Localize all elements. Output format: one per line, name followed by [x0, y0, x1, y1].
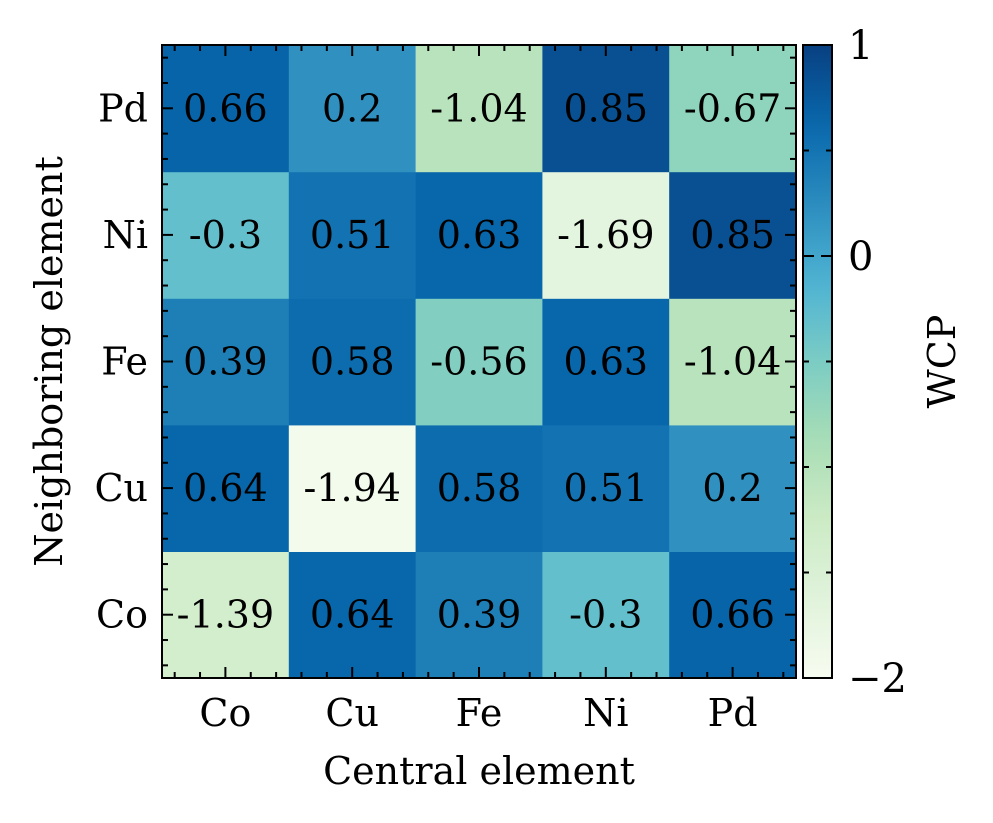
heatmap-cell	[669, 171, 797, 299]
x-axis-title: Central element	[323, 749, 635, 793]
cell-value-label: -1.04	[684, 340, 781, 384]
y-tick-label: Cu	[94, 466, 148, 510]
y-tick-label: Ni	[103, 213, 148, 257]
heatmap-cell	[542, 298, 670, 426]
x-tick-label: Ni	[583, 691, 628, 735]
cell-value-label: -0.56	[430, 340, 527, 384]
heatmap-cell	[288, 171, 417, 299]
y-axis-title: Neighboring element	[27, 156, 71, 567]
colorbar-tick-label: 1	[848, 23, 873, 69]
cell-value-label: 0.63	[437, 213, 522, 257]
cell-value-label: 0.51	[563, 466, 648, 510]
colorbar-ticks	[803, 44, 832, 679]
heatmap-cell	[415, 424, 543, 552]
colorbar-tick-labels: 1 0 −2	[848, 23, 907, 702]
heatmap-cell	[162, 551, 290, 679]
heatmap-cell	[542, 171, 670, 299]
heatmap-cell	[669, 551, 797, 679]
cell-value-label: 0.85	[563, 86, 648, 130]
cell-value-label: 0.63	[563, 340, 648, 384]
y-tick-label: Co	[96, 593, 148, 637]
heatmap-cell	[162, 45, 290, 173]
cell-value-label: -1.04	[430, 86, 527, 130]
x-axis-tick-labels: Co Cu Fe Ni Pd	[199, 691, 757, 735]
heatmap-cell	[288, 45, 417, 173]
heatmap-cell	[542, 424, 670, 552]
heatmap-cell	[415, 45, 543, 173]
heatmap-cell	[669, 45, 797, 173]
heatmap-value-labels: -1.39 0.64 0.39 -0.3 0.66 0.64 -1.94 0.58 0.51 0.…	[177, 86, 782, 636]
cell-value-label: 0.39	[183, 340, 268, 384]
x-tick-label: Pd	[708, 691, 758, 735]
heatmap-cell	[162, 171, 290, 299]
cell-value-label: 0.58	[437, 466, 522, 510]
heatmap-cell	[542, 45, 670, 173]
cell-value-label: -0.3	[569, 593, 642, 637]
cell-value-label: 0.2	[322, 86, 382, 130]
heatmap-cell	[288, 551, 417, 679]
heatmap-cells	[162, 45, 797, 679]
cell-value-label: -1.94	[303, 466, 400, 510]
y-axis-tick-labels: Co Cu Fe Ni Pd	[94, 86, 148, 636]
heatmap-cell	[669, 424, 797, 552]
cell-value-label: 0.64	[183, 466, 268, 510]
cell-value-label: 0.66	[690, 593, 775, 637]
cell-value-label: -0.67	[684, 86, 781, 130]
heatmap-cell	[415, 298, 543, 426]
axis-ticks	[162, 45, 796, 678]
heatmap-cell	[288, 298, 417, 426]
colorbar-title: WCP	[920, 315, 964, 409]
x-tick-label: Co	[199, 691, 251, 735]
x-tick-label: Cu	[325, 691, 379, 735]
cell-value-label: -1.39	[177, 593, 274, 637]
cell-value-label: 0.85	[690, 213, 775, 257]
cell-value-label: 0.66	[183, 86, 268, 130]
y-tick-label: Pd	[98, 86, 148, 130]
cell-value-label: 0.64	[310, 593, 395, 637]
heatmap-cell	[415, 551, 543, 679]
heatmap-cell	[542, 551, 670, 679]
colorbar-tick-label: −2	[848, 656, 907, 702]
colorbar-tick-label: 0	[848, 234, 873, 280]
cell-value-label: 0.39	[437, 593, 522, 637]
y-tick-label: Fe	[101, 340, 148, 384]
cell-value-label: -1.69	[557, 213, 654, 257]
cell-value-label: 0.51	[310, 213, 395, 257]
cell-value-label: 0.58	[310, 340, 395, 384]
heatmap-cell	[415, 171, 543, 299]
heatmap-cell	[162, 424, 290, 552]
x-tick-label: Fe	[456, 691, 503, 735]
heatmap-cell	[669, 298, 797, 426]
cell-value-label: -0.3	[189, 213, 262, 257]
cell-value-label: 0.2	[702, 466, 762, 510]
heatmap-cell	[288, 424, 417, 552]
heatmap-cell	[162, 298, 290, 426]
